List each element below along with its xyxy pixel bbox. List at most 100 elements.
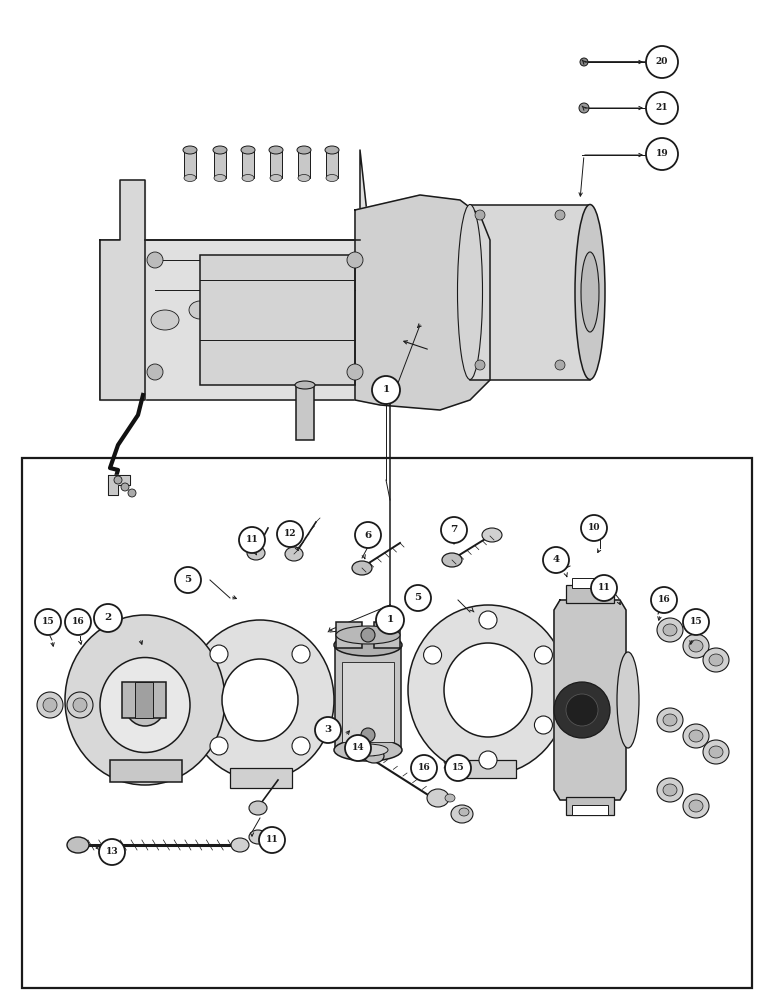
Ellipse shape: [186, 620, 334, 780]
Bar: [460, 760, 516, 778]
Ellipse shape: [247, 546, 265, 560]
Ellipse shape: [65, 615, 225, 785]
Circle shape: [579, 103, 589, 113]
Bar: [470, 205, 590, 380]
Circle shape: [94, 604, 122, 632]
Bar: [200, 255, 355, 385]
Ellipse shape: [270, 174, 282, 182]
Circle shape: [121, 483, 129, 491]
Ellipse shape: [67, 837, 89, 853]
Bar: [184, 150, 196, 178]
Circle shape: [175, 567, 201, 593]
Ellipse shape: [334, 634, 402, 656]
Ellipse shape: [444, 643, 532, 737]
Bar: [566, 797, 614, 815]
Bar: [230, 768, 292, 788]
Ellipse shape: [295, 381, 315, 389]
Ellipse shape: [581, 252, 599, 332]
Text: 6: 6: [364, 530, 371, 540]
Bar: [298, 150, 310, 178]
Circle shape: [646, 92, 678, 124]
Ellipse shape: [703, 648, 729, 672]
Text: 12: 12: [283, 530, 296, 538]
Text: 15: 15: [42, 617, 54, 626]
Circle shape: [147, 364, 163, 380]
Text: 15: 15: [452, 764, 464, 772]
Ellipse shape: [689, 640, 703, 652]
Ellipse shape: [125, 684, 165, 726]
Ellipse shape: [184, 174, 196, 182]
Circle shape: [292, 737, 310, 755]
Polygon shape: [100, 150, 370, 400]
Ellipse shape: [67, 692, 93, 718]
Bar: [214, 150, 226, 178]
Circle shape: [99, 839, 125, 865]
Text: 15: 15: [689, 617, 703, 626]
Ellipse shape: [348, 744, 388, 756]
Text: 2: 2: [104, 613, 112, 622]
Text: 20: 20: [655, 57, 669, 66]
Ellipse shape: [352, 561, 372, 575]
Text: 5: 5: [415, 593, 422, 602]
Bar: [22, 458, 752, 988]
Text: 11: 11: [245, 536, 259, 544]
Circle shape: [277, 521, 303, 547]
Text: 19: 19: [655, 149, 669, 158]
Ellipse shape: [408, 605, 568, 775]
Polygon shape: [100, 180, 145, 400]
Circle shape: [210, 737, 228, 755]
Text: 1: 1: [382, 385, 390, 394]
Ellipse shape: [297, 146, 311, 154]
Circle shape: [259, 827, 285, 853]
Circle shape: [441, 517, 467, 543]
Ellipse shape: [334, 739, 402, 761]
Ellipse shape: [445, 794, 455, 802]
Polygon shape: [108, 475, 130, 495]
Ellipse shape: [617, 652, 639, 748]
Ellipse shape: [663, 714, 677, 726]
Ellipse shape: [73, 698, 87, 712]
Circle shape: [479, 611, 497, 629]
Polygon shape: [355, 195, 490, 410]
Ellipse shape: [683, 794, 709, 818]
Circle shape: [376, 606, 404, 634]
Ellipse shape: [427, 789, 449, 807]
Ellipse shape: [217, 325, 243, 345]
Text: 7: 7: [450, 526, 458, 534]
Ellipse shape: [309, 321, 331, 339]
Text: 16: 16: [72, 617, 84, 626]
Circle shape: [292, 645, 310, 663]
Circle shape: [646, 138, 678, 170]
Circle shape: [411, 755, 437, 781]
Bar: [122, 682, 166, 718]
Bar: [296, 385, 314, 440]
Circle shape: [114, 476, 122, 484]
Ellipse shape: [663, 784, 677, 796]
Circle shape: [534, 646, 553, 664]
Circle shape: [35, 609, 61, 635]
Circle shape: [361, 728, 375, 742]
Circle shape: [445, 755, 471, 781]
Circle shape: [65, 609, 91, 635]
Ellipse shape: [242, 174, 254, 182]
Ellipse shape: [222, 659, 298, 741]
Ellipse shape: [575, 205, 605, 379]
Text: 14: 14: [352, 744, 364, 752]
Ellipse shape: [231, 838, 249, 852]
Circle shape: [555, 360, 565, 370]
Ellipse shape: [285, 547, 303, 561]
Circle shape: [424, 646, 442, 664]
Bar: [335, 645, 401, 750]
Text: 5: 5: [185, 576, 191, 584]
Ellipse shape: [683, 724, 709, 748]
Text: 4: 4: [553, 556, 560, 564]
Ellipse shape: [482, 528, 502, 542]
Ellipse shape: [248, 316, 272, 334]
Circle shape: [372, 376, 400, 404]
Circle shape: [566, 694, 598, 726]
Circle shape: [554, 682, 610, 738]
Ellipse shape: [214, 174, 226, 182]
Bar: [336, 622, 362, 648]
Polygon shape: [554, 600, 626, 800]
Circle shape: [683, 609, 709, 635]
